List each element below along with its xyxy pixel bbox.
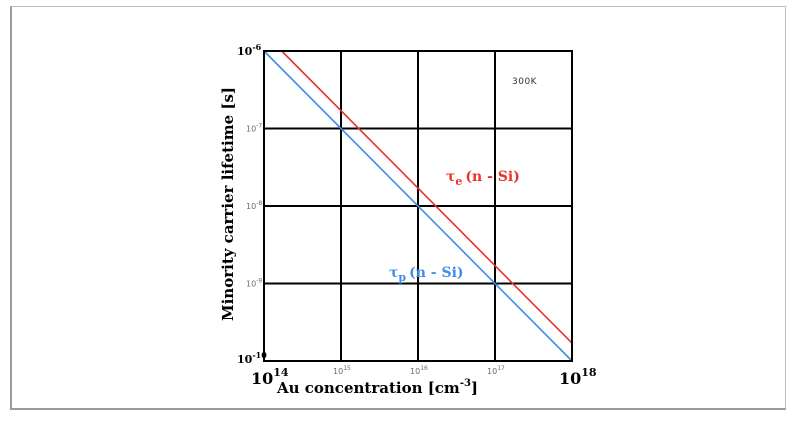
series-labels: τe (n - Si)τp (n - Si) — [389, 169, 520, 284]
x-tick-label: 1017 — [487, 365, 505, 376]
series-label-tau-e: τe (n - Si) — [446, 169, 520, 188]
y-tick-label: 10-9 — [246, 278, 262, 289]
y-tick-exp: -6 — [252, 42, 261, 52]
y-tick-labels: 10-610-710-810-910-10 — [237, 42, 267, 366]
y-tick-label: 10-7 — [246, 123, 262, 134]
series-label-text: (n - Si) — [465, 169, 519, 185]
x-axis-title: Au concentration [cm-3] — [276, 378, 478, 397]
y-tick-label: 10-6 — [237, 42, 262, 58]
series-label-symbol: τ — [389, 265, 398, 281]
x-tick-base: 10 — [333, 367, 343, 376]
series-label-symbol: τ — [446, 169, 455, 185]
x-tick-exp: 15 — [343, 365, 351, 372]
y-tick-exp: -8 — [256, 200, 262, 207]
y-tick-exp: -10 — [252, 350, 267, 360]
series-label-text: (n - Si) — [409, 265, 463, 281]
y-tick-label: 10-10 — [237, 350, 267, 366]
temperature-annotation: 300K — [512, 77, 538, 87]
x-tick-base: 10 — [487, 367, 497, 376]
plot-border — [263, 50, 573, 362]
x-tick-exp: 17 — [497, 365, 505, 372]
y-tick-base: 10 — [246, 202, 256, 211]
y-tick-exp: -9 — [256, 278, 262, 285]
x-tick-base: 10 — [410, 367, 420, 376]
y-axis-title: Minority carrier lifetime [s] — [219, 87, 237, 321]
x-tick-label: 1015 — [333, 365, 351, 376]
x-tick-label: 1014 — [251, 366, 289, 388]
figure-frame — [10, 6, 786, 410]
series-lines — [263, 50, 573, 362]
y-tick-base: 10 — [246, 280, 256, 289]
series-label-sub: e — [455, 175, 462, 188]
y-tick-base: 10 — [237, 45, 253, 58]
x-tick-label: 1016 — [410, 365, 428, 376]
x-tick-base: 10 — [559, 369, 581, 388]
x-tick-base: 10 — [251, 369, 273, 388]
x-axis-title-close: ] — [471, 379, 478, 397]
series-line-tau-e — [281, 50, 573, 344]
series-label-sub: p — [398, 271, 406, 284]
y-tick-base: 10 — [246, 125, 256, 134]
x-tick-label: 1018 — [559, 366, 597, 388]
x-tick-exp: 16 — [420, 365, 428, 372]
y-tick-exp: -7 — [256, 123, 262, 130]
series-line-tau-p — [263, 50, 573, 362]
y-tick-label: 10-8 — [246, 200, 262, 211]
x-axis-title-text: Au concentration [cm — [276, 379, 460, 397]
series-label-tau-p: τp (n - Si) — [389, 265, 464, 284]
x-axis-title-sup: -3 — [460, 378, 471, 389]
x-tick-exp: 18 — [581, 366, 597, 379]
x-tick-exp: 14 — [273, 366, 289, 379]
y-tick-base: 10 — [237, 353, 253, 366]
